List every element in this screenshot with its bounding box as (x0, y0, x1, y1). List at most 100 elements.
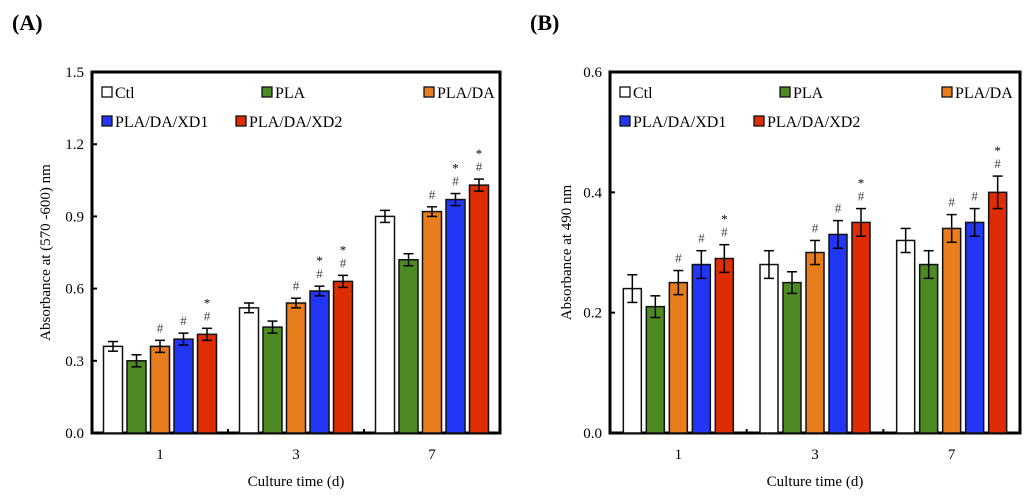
significance-hash: # (476, 159, 483, 174)
x-tick-label: 1 (156, 447, 164, 463)
x-axis-label: Culture time (d) (767, 474, 864, 490)
legend-swatch (619, 86, 631, 98)
y-tick-label: 0.6 (583, 65, 602, 81)
legend-swatch (101, 115, 113, 127)
bar-pla-da-xd2-day3 (332, 280, 354, 434)
legend-swatch (619, 115, 631, 127)
significance-hash: # (340, 255, 347, 270)
y-tick-label: 0.6 (65, 282, 84, 298)
y-tick-label: 0.4 (583, 185, 602, 201)
bar-pla-da-day1 (149, 345, 171, 434)
significance-hash: # (157, 320, 164, 335)
significance-hash: # (721, 225, 728, 240)
significance-hash: # (429, 187, 436, 202)
x-tick-label: 7 (948, 447, 956, 463)
significance-hash: # (180, 313, 187, 328)
y-axis-label: Absorbance at (570 -600) nm (38, 164, 54, 341)
legend-entry: PLA/DA/XD2 (249, 114, 342, 131)
bar-pla-day3 (262, 326, 283, 434)
bar-pla-da-xd1-day1 (173, 338, 194, 434)
significance-star: * (316, 253, 323, 268)
significance-star: * (476, 146, 483, 161)
y-tick-label: 1.5 (65, 65, 84, 81)
bar-pla-da-day3 (285, 302, 307, 434)
significance-hash: # (293, 278, 300, 293)
legend-entry: PLA/DA/XD1 (115, 114, 208, 131)
significance-star: * (858, 176, 865, 191)
x-axis-label: Culture time (d) (248, 474, 345, 490)
significance-hash: # (204, 308, 211, 323)
legend-entry: PLA/DA/XD2 (767, 114, 860, 131)
bar-ctl-day3 (238, 307, 260, 434)
legend-swatch (235, 115, 247, 127)
y-tick-label: 0.3 (65, 354, 84, 370)
bar-ctl-day3 (759, 263, 779, 434)
bar-pla-da-xd1-day1 (691, 263, 712, 434)
significance-hash: # (971, 189, 978, 204)
y-tick-label: 0.0 (65, 426, 84, 442)
y-axis-label: Absorbance at 490 nm (559, 184, 575, 320)
bar-pla-da-xd2-day1 (714, 257, 735, 434)
legend-entry: PLA (275, 85, 306, 102)
legend-entry: PLA/DA (437, 85, 495, 102)
bar-pla-da-xd1-day7 (964, 221, 985, 434)
significance-star: * (452, 161, 459, 176)
bar-pla-day7 (398, 258, 419, 434)
bar-pla-da-xd1-day3 (828, 233, 848, 434)
y-tick-label: 0.0 (583, 426, 602, 442)
x-tick-label: 3 (811, 447, 819, 463)
bar-pla-da-xd2-day3 (851, 221, 871, 434)
significance-hash: # (316, 266, 323, 281)
bar-ctl-day1 (622, 287, 643, 434)
bar-ctl-day1 (102, 345, 124, 434)
bar-pla-da-xd1-day7 (445, 198, 466, 434)
significance-star: * (721, 212, 728, 227)
legend-entry: PLA/DA (955, 85, 1013, 102)
bar-ctl-day7 (895, 239, 916, 434)
bar-pla-da-day3 (805, 251, 825, 434)
significance-hash: # (812, 220, 819, 235)
significance-star: * (340, 242, 347, 257)
bar-pla-da-xd2-day7 (468, 184, 490, 434)
chart-panel-a: (A) 0.0 0.3 0.6 0.9 1.2 1.5 Absorbance at (570 … (12, 10, 502, 490)
significance-hash: # (858, 189, 865, 204)
legend-swatch (753, 115, 765, 127)
significance-hash: # (994, 156, 1001, 171)
bar-pla-day1 (126, 360, 147, 434)
bar-pla-da-xd2-day7 (987, 191, 1008, 434)
significance-star: * (204, 295, 211, 310)
significance-hash: # (948, 195, 955, 210)
bar-pla-day1 (645, 305, 666, 434)
y-tick-label: 0.9 (65, 209, 84, 225)
significance-hash: # (452, 174, 459, 189)
legend-swatch (941, 86, 953, 98)
legend-entry: Ctl (633, 85, 653, 102)
legend-entry: Ctl (115, 85, 135, 102)
significance-hash: # (698, 231, 705, 246)
bar-pla-day3 (782, 281, 802, 434)
bar-pla-day7 (918, 263, 939, 434)
bar-pla-da-day7 (421, 210, 443, 434)
significance-hash: # (835, 201, 842, 216)
bar-pla-da-xd1-day3 (309, 290, 330, 434)
x-tick-label: 7 (428, 447, 436, 463)
y-tick-label: 1.2 (65, 137, 84, 153)
panel-label: (B) (530, 10, 559, 35)
panel-label: (A) (12, 10, 43, 35)
legend-swatch (423, 86, 435, 98)
bar-pla-da-day1 (668, 281, 689, 434)
bar-pla-da-xd2-day1 (196, 333, 218, 434)
x-tick-label: 1 (675, 447, 683, 463)
bar-pla-da-day7 (941, 227, 962, 434)
y-tick-label: 0.2 (583, 306, 602, 322)
legend-swatch (101, 86, 113, 98)
legend-swatch (261, 86, 273, 98)
significance-star: * (994, 143, 1001, 158)
legend-entry: PLA (793, 85, 824, 102)
legend-swatch (779, 86, 791, 98)
x-tick-label: 3 (292, 447, 300, 463)
bar-ctl-day7 (374, 215, 396, 434)
legend-entry: PLA/DA/XD1 (633, 114, 726, 131)
